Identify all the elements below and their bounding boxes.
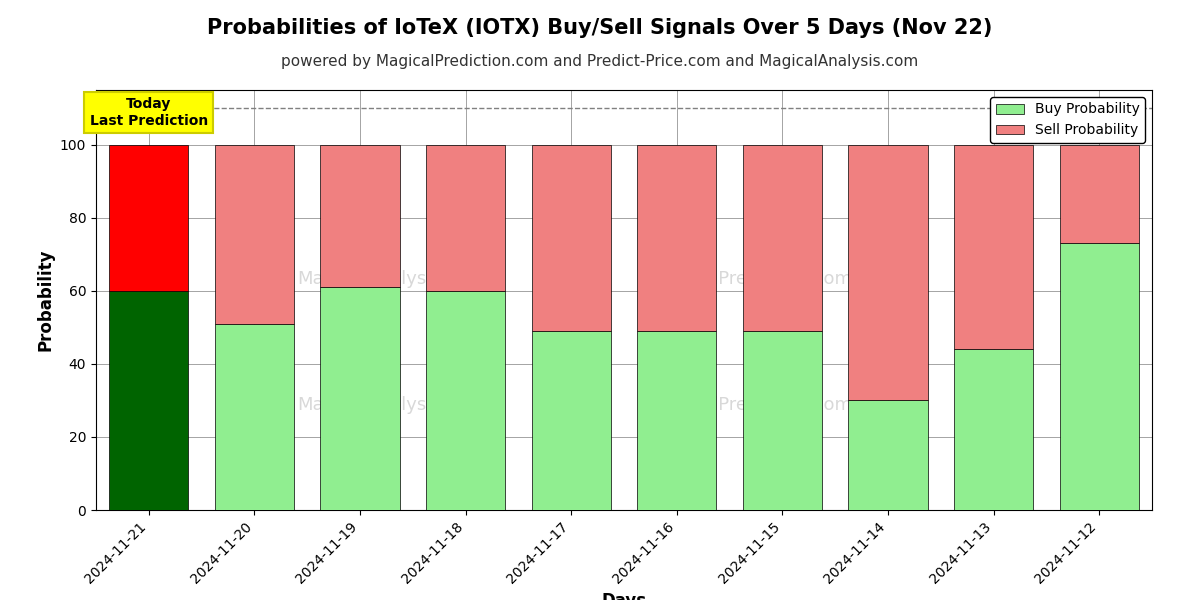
Bar [848, 400, 928, 510]
Text: MagicalPrediction.com: MagicalPrediction.com [649, 270, 852, 288]
Text: MagicalAnalysis.com: MagicalAnalysis.com [298, 270, 486, 288]
Text: Today
Last Prediction: Today Last Prediction [90, 97, 208, 128]
Text: Probabilities of IoTeX (IOTX) Buy/Sell Signals Over 5 Days (Nov 22): Probabilities of IoTeX (IOTX) Buy/Sell S… [208, 18, 992, 38]
Bar [1060, 244, 1139, 510]
Bar [426, 291, 505, 510]
Bar [743, 145, 822, 331]
Legend: Buy Probability, Sell Probability: Buy Probability, Sell Probability [990, 97, 1145, 143]
Bar [1060, 145, 1139, 244]
X-axis label: Days: Days [601, 592, 647, 600]
Bar [954, 145, 1033, 349]
Bar [109, 145, 188, 291]
Bar [532, 145, 611, 331]
Text: MagicalPrediction.com: MagicalPrediction.com [649, 396, 852, 414]
Text: powered by MagicalPrediction.com and Predict-Price.com and MagicalAnalysis.com: powered by MagicalPrediction.com and Pre… [281, 54, 919, 69]
Text: MagicalAnalysis.com: MagicalAnalysis.com [298, 396, 486, 414]
Bar [637, 145, 716, 331]
Bar [848, 145, 928, 400]
Bar [637, 331, 716, 510]
Y-axis label: Probability: Probability [36, 249, 54, 351]
Bar [532, 331, 611, 510]
Bar [215, 324, 294, 510]
Bar [743, 331, 822, 510]
Bar [109, 291, 188, 510]
Bar [320, 145, 400, 287]
Bar [426, 145, 505, 291]
Bar [215, 145, 294, 324]
Bar [954, 349, 1033, 510]
Bar [320, 287, 400, 510]
